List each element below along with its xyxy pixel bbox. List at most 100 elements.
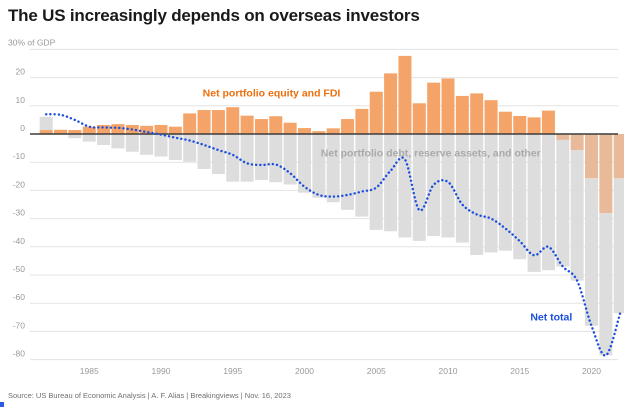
bar-debt-other-2009: [427, 134, 441, 237]
bar-equity-fdi-1992: [183, 113, 197, 134]
series-label-debt: Net portfolio debt, reserve assets, and …: [321, 148, 541, 160]
bar-debt-other-2007: [398, 134, 412, 238]
bar-equity-fdi-2021: [599, 134, 613, 214]
bar-equity-fdi-1998: [269, 116, 283, 134]
bar-equity-fdi-2015: [513, 115, 527, 134]
bar-equity-fdi-2012: [470, 93, 484, 134]
x-tick-label-2000: 2000: [295, 366, 314, 376]
bar-debt-other-1992: [183, 134, 197, 162]
x-tick-label-1990: 1990: [152, 366, 171, 376]
bar-equity-fdi-1996: [240, 115, 254, 134]
bar-debt-other-2018: [556, 139, 570, 267]
bar-debt-other-2017: [541, 134, 555, 271]
bar-equity-fdi-1993: [197, 110, 211, 134]
bar-debt-other-1982: [39, 116, 53, 131]
bar-debt-other-1988: [125, 134, 139, 152]
bar-debt-other-2011: [455, 134, 469, 243]
bar-debt-other-1998: [269, 134, 283, 183]
y-tick-label-0: 0: [20, 123, 25, 133]
bar-debt-other-2012: [470, 134, 484, 255]
y-tick-label--10: -10: [13, 151, 26, 161]
bar-equity-fdi-2007: [398, 55, 412, 134]
bar-debt-other-1989: [140, 134, 154, 155]
bar-equity-fdi-1999: [283, 122, 297, 134]
bar-equity-fdi-2016: [527, 117, 541, 134]
bar-debt-other-2019: [570, 150, 584, 281]
bar-debt-other-1987: [111, 134, 125, 149]
bar-debt-other-2020: [585, 178, 598, 326]
y-tick-label--80: -80: [13, 349, 26, 359]
bar-equity-fdi-2011: [455, 95, 469, 134]
bar-equity-fdi-2002: [326, 128, 340, 134]
bar-equity-fdi-2022: [613, 134, 624, 179]
bar-equity-fdi-2013: [484, 100, 498, 134]
bar-debt-other-2000: [298, 134, 311, 193]
series-label-net: Net total: [530, 312, 572, 324]
bar-debt-other-1991: [168, 134, 182, 160]
x-tick-label-2005: 2005: [367, 366, 386, 376]
bar-equity-fdi-1990: [154, 124, 168, 134]
y-tick-label--20: -20: [13, 179, 26, 189]
bar-debt-other-1994: [211, 134, 225, 175]
bar-equity-fdi-1986: [97, 124, 111, 134]
x-tick-label-2015: 2015: [510, 366, 529, 376]
bar-equity-fdi-2003: [341, 119, 355, 134]
y-tick-label--30: -30: [13, 208, 26, 218]
bar-equity-fdi-2017: [541, 110, 555, 134]
series-label-equity: Net portfolio equity and FDI: [203, 88, 341, 100]
bar-debt-other-1993: [197, 134, 211, 169]
bar-equity-fdi-2014: [498, 111, 512, 134]
bar-debt-other-1986: [97, 134, 111, 145]
bar-debt-other-2013: [484, 134, 498, 253]
bar-equity-fdi-1991: [168, 126, 182, 134]
bar-equity-fdi-1995: [226, 107, 240, 134]
bar-debt-other-1997: [254, 134, 268, 180]
bar-equity-fdi-1985: [82, 126, 96, 134]
bar-equity-fdi-1982: [39, 130, 53, 134]
bar-debt-other-2005: [369, 134, 383, 230]
bar-equity-fdi-2009: [427, 82, 441, 134]
bar-debt-other-2004: [355, 134, 369, 217]
bar-equity-fdi-1989: [140, 125, 154, 134]
bar-debt-other-2022: [613, 178, 624, 314]
bar-debt-other-1996: [240, 134, 254, 182]
bar-debt-other-2015: [513, 134, 527, 260]
bar-debt-other-2001: [312, 134, 326, 198]
bar-equity-fdi-2004: [355, 108, 369, 134]
bar-equity-fdi-2006: [384, 73, 398, 134]
bar-debt-other-2010: [441, 134, 455, 238]
bar-equity-fdi-2001: [312, 131, 326, 134]
bar-debt-other-2021: [599, 213, 613, 356]
bar-debt-other-2014: [498, 134, 512, 251]
y-tick-label-20: 20: [16, 67, 26, 77]
bar-equity-fdi-1997: [254, 119, 268, 134]
bar-debt-other-1990: [154, 134, 168, 157]
net-total-dotted-line: [45, 113, 622, 357]
bar-equity-fdi-2019: [570, 134, 584, 151]
bar-equity-fdi-2010: [441, 78, 455, 134]
bar-debt-other-1995: [226, 134, 240, 182]
bar-debt-other-2008: [412, 134, 426, 241]
bar-equity-fdi-2020: [585, 134, 598, 179]
bar-equity-fdi-1984: [68, 130, 82, 134]
bar-debt-other-1985: [82, 134, 96, 142]
bar-debt-other-1984: [68, 134, 82, 139]
bar-debt-other-2003: [341, 134, 355, 210]
x-tick-label-1995: 1995: [223, 366, 242, 376]
y-tick-label-10: 10: [16, 95, 26, 105]
bar-debt-other-2006: [384, 134, 398, 232]
y-axis-top-label: 30% of GDP: [8, 37, 56, 47]
bar-equity-fdi-2008: [412, 103, 426, 134]
logo-fragment: [0, 402, 4, 407]
x-tick-label-2010: 2010: [439, 366, 458, 376]
bar-equity-fdi-2018: [556, 134, 570, 140]
y-tick-label--40: -40: [13, 236, 26, 246]
page-title: The US increasingly depends on overseas …: [8, 6, 420, 25]
x-tick-label-2020: 2020: [582, 366, 601, 376]
bar-debt-other-2002: [326, 134, 340, 203]
bar-equity-fdi-1987: [111, 124, 125, 134]
chart-area: 20 10 0 -10 -20 -30 -40 -50 -60 -70 -80 30% of GDP 1…: [0, 36, 624, 380]
y-tick-label--70: -70: [13, 320, 26, 330]
y-tick-label--60: -60: [13, 292, 26, 302]
